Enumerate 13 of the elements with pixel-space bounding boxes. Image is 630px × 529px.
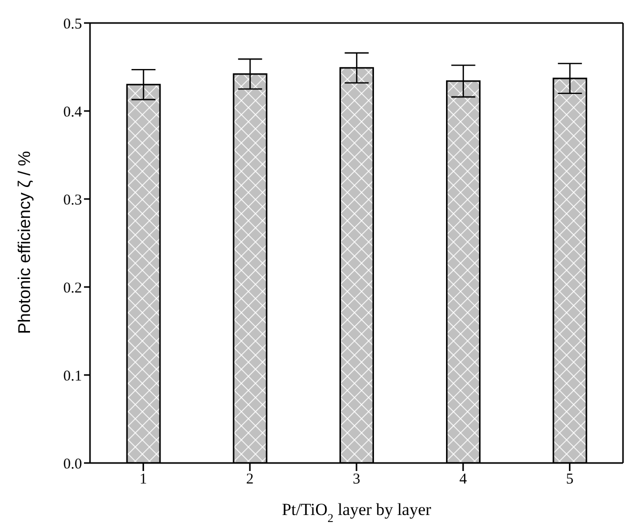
y-tick-label: 0.3 (63, 192, 82, 208)
x-tick-label: 4 (459, 472, 468, 488)
x-tick-label: 1 (140, 472, 148, 488)
y-tick-label: 0.1 (63, 368, 82, 384)
x-tick-label: 5 (566, 472, 574, 488)
text: 0.0 (63, 456, 82, 472)
y-tick-label: 0.4 (63, 104, 82, 120)
x-axis-title: Pt/TiO$_{2}$ layer by layer (282, 500, 432, 525)
x-tick-label: 2 (246, 472, 254, 488)
x-tick-label: 3 (352, 472, 360, 488)
y-axis-title: Photonic efficiency ζ / % (15, 151, 34, 334)
y-tick-label: 0.5 (63, 16, 82, 32)
y-tick-label: 0.2 (63, 280, 82, 296)
